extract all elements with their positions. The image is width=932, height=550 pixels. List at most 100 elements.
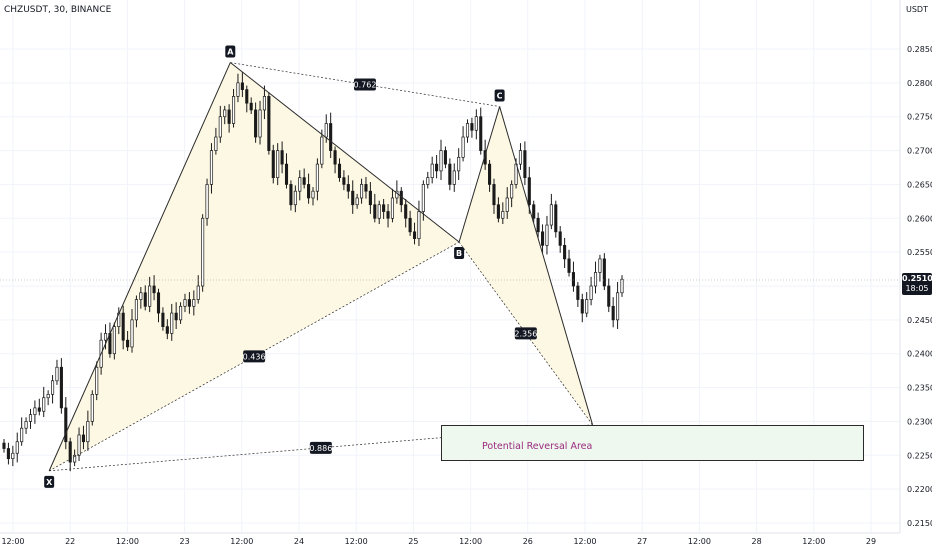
candle-body: [134, 299, 138, 321]
time-tick-label: 12:00: [802, 537, 825, 546]
candle-body: [373, 204, 377, 219]
reversal-area-label: Potential Reversal Area: [482, 441, 593, 452]
ratio-badge: [353, 78, 376, 91]
ratio-value: 0.436: [243, 352, 266, 361]
candle-body: [24, 421, 28, 429]
leg-xa: [48, 62, 231, 472]
candle-body: [227, 109, 231, 124]
candle-body: [156, 292, 161, 314]
candle-body: [426, 177, 430, 185]
candle-body: [580, 299, 584, 314]
pattern-triangle-xab: [49, 62, 460, 471]
time-tick-label: 12:00: [688, 537, 711, 546]
currency-label: USDT: [906, 5, 928, 14]
time-tick-label: 26: [523, 537, 533, 546]
candle-body: [333, 150, 337, 165]
ratio-badge: [514, 327, 537, 340]
point-badge: [454, 246, 465, 259]
candle-body: [324, 123, 328, 138]
bar-countdown: 18:05: [905, 284, 929, 293]
point-badge: [225, 45, 236, 58]
time-tick-label: 12:00: [116, 537, 139, 546]
candle-body: [214, 136, 218, 151]
time-tick-label: 28: [752, 537, 762, 546]
candle-body: [576, 285, 580, 300]
candle-body: [148, 285, 152, 307]
leg-ab: [229, 62, 460, 243]
candle-body: [505, 197, 509, 212]
candle-body: [470, 123, 474, 131]
candle-body: [488, 163, 492, 185]
candle-body: [165, 326, 169, 334]
candle-body: [187, 299, 191, 307]
candle-body: [262, 96, 266, 111]
candle-body: [479, 116, 483, 151]
last-price-tag: 0.2510 18:05: [902, 273, 932, 295]
candle-body: [329, 123, 333, 151]
candle-body: [377, 204, 381, 219]
point-badge: [494, 89, 505, 102]
candle-body: [585, 299, 589, 314]
candle-body: [130, 319, 134, 348]
candle-body: [81, 434, 86, 443]
time-tick-label: 23: [180, 537, 190, 546]
candle-body: [183, 299, 187, 307]
candle-body: [421, 184, 425, 212]
candle-body: [545, 224, 549, 246]
candle-body: [15, 441, 19, 454]
candle-body: [364, 184, 368, 192]
candle-body: [382, 204, 386, 212]
candle-body: [435, 163, 439, 172]
candle-body: [540, 231, 545, 246]
candle-body: [554, 204, 558, 233]
candle-body: [408, 217, 412, 233]
candle-body: [2, 442, 6, 449]
leg-cd: [499, 106, 594, 425]
ratio-value: 0.886: [309, 444, 332, 453]
candle-body: [448, 163, 452, 185]
candle-body: [245, 89, 249, 104]
candle-body: [218, 116, 222, 138]
time-axis[interactable]: 12:00 22 12:00 23 12:00 24 12:00 25 12:00 26 12:00…: [1, 537, 876, 546]
candle-body: [236, 82, 240, 97]
candle-body: [179, 305, 183, 321]
candle-body: [355, 197, 359, 206]
candle-body: [254, 109, 258, 138]
candle-body: [170, 312, 174, 334]
candle-body: [412, 231, 417, 239]
harmonic-pattern-fill: [49, 62, 593, 471]
time-tick-label: 12:00: [345, 537, 368, 546]
candle-body: [346, 184, 350, 192]
candle-body: [6, 448, 10, 460]
point-label-c: C: [497, 92, 503, 101]
candle-body: [390, 197, 395, 219]
candle-body: [68, 441, 72, 463]
candle-body: [315, 163, 319, 192]
candle-body: [360, 184, 364, 199]
candle-body: [492, 184, 496, 206]
candle-body: [267, 96, 271, 151]
candle-body: [51, 380, 55, 395]
price-tick-label: 0.2150: [907, 519, 932, 528]
candle-body: [139, 292, 143, 300]
potential-reversal-area: Potential Reversal Area: [441, 425, 864, 461]
candle-body: [342, 177, 346, 185]
candle-body: [457, 156, 461, 172]
point-label-a: A: [227, 48, 234, 57]
candle-body: [143, 292, 147, 307]
candle-body: [231, 96, 236, 124]
candle-body: [95, 366, 99, 395]
candle-body: [276, 150, 280, 179]
candle-body: [192, 299, 196, 307]
